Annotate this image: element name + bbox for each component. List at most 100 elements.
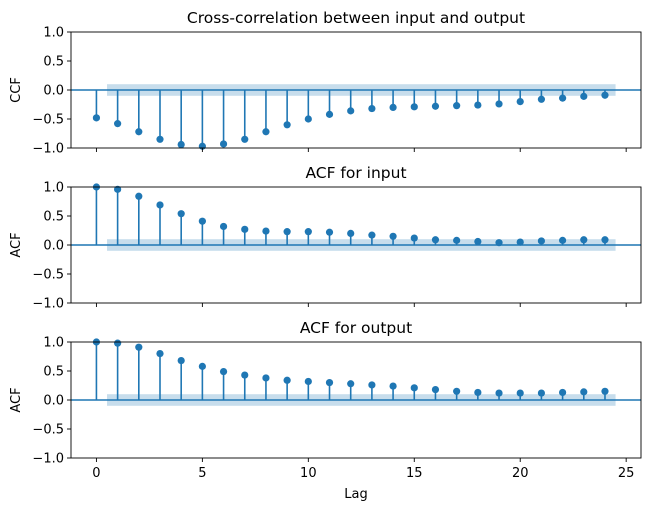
acf-output-xtick-label: 0: [92, 466, 100, 481]
acf-output-point: [135, 343, 143, 351]
acf-input-point: [135, 192, 143, 200]
acf-output-point: [177, 356, 185, 365]
ccf-point: [495, 100, 503, 108]
x-axis-label: Lag: [344, 487, 367, 502]
acf-output-xtick-label: 15: [406, 466, 423, 481]
ccf-ytick-label: −1.0: [32, 142, 64, 157]
acf-output-point: [453, 387, 461, 395]
acf-input-point: [283, 228, 291, 236]
acf-output-xtick-label: 20: [512, 466, 529, 481]
acf-input-point: [177, 210, 185, 218]
ccf-plot-area: 1.0 0.5 0.0 −0.5 −1.0: [32, 26, 642, 157]
acf-output-point: [580, 388, 588, 396]
acf-input-point: [558, 236, 567, 244]
acf-input-point: [580, 236, 588, 244]
ccf-point: [410, 103, 418, 111]
acf-output-panel: ACF for output ACF Lag 1.0 0.5 0.0 −0.5 −1.0…: [9, 319, 642, 502]
ccf-point: [114, 120, 122, 128]
acf-output-point: [601, 387, 609, 395]
acf-input-ytick-label: −0.5: [32, 268, 64, 283]
acf-output-point: [219, 367, 228, 376]
ccf-panel-title: Cross-correlation between input and outp…: [187, 9, 525, 27]
acf-input-point: [601, 236, 609, 244]
acf-output-point: [474, 388, 482, 397]
acf-input-panel-title: ACF for input: [305, 164, 406, 182]
acf-output-panel-title: ACF for output: [300, 319, 412, 337]
acf-input-point: [368, 231, 376, 239]
acf-output-point: [262, 374, 270, 382]
acf-input-point: [198, 217, 206, 225]
acf-output-xtick-label: 5: [198, 466, 206, 481]
ccf-point: [304, 115, 312, 123]
ccf-point: [453, 102, 461, 110]
acf-input-panel: ACF for input ACF 1.0 0.5 0.0 −0.5 −1.0: [9, 164, 642, 312]
ccf-point: [601, 91, 609, 99]
acf-input-ytick-label: −1.0: [32, 297, 64, 312]
acf-output-ytick-label: −1.0: [32, 452, 64, 467]
ccf-point: [262, 128, 270, 136]
ccf-ytick-label: 1.0: [43, 26, 64, 41]
ccf-point: [241, 135, 249, 143]
ccf-ytick-label: −0.5: [32, 113, 64, 128]
acf-output-xtick-label: 10: [300, 466, 317, 481]
ccf-point: [135, 128, 143, 136]
acf-input-panel-ylabel: ACF: [9, 232, 24, 257]
acf-output-point: [114, 339, 122, 347]
acf-output-ytick-label: 0.0: [43, 394, 64, 409]
acf-output-ytick-label: 0.5: [43, 365, 64, 380]
ccf-point: [474, 101, 482, 109]
acf-input-point: [537, 237, 546, 245]
ccf-point: [156, 135, 164, 143]
acf-output-point: [368, 381, 376, 389]
ccf-point: [368, 104, 376, 113]
acf-input-point: [262, 227, 270, 235]
acf-output-point: [283, 376, 291, 384]
acf-output-point: [347, 380, 355, 388]
ccf-point: [431, 102, 440, 110]
ccf-point: [177, 140, 185, 149]
ccf-point: [325, 110, 334, 118]
ccf-point: [389, 103, 397, 111]
acf-output-panel-ylabel: ACF: [9, 387, 24, 412]
ccf-panel-ylabel: CCF: [9, 77, 24, 103]
acf-input-point: [389, 232, 397, 240]
acf-output-point: [410, 384, 418, 392]
acf-output-point: [198, 362, 206, 370]
acf-input-point: [241, 225, 249, 233]
ccf-point: [516, 98, 524, 106]
ccf-point: [92, 114, 101, 122]
ccf-point: [283, 121, 291, 129]
acf-input-point: [325, 228, 334, 236]
ccf-point: [558, 94, 567, 102]
acf-input-point: [431, 236, 440, 244]
acf-output-point: [325, 379, 334, 387]
ccf-point: [537, 95, 546, 103]
acf-input-point: [219, 222, 228, 231]
acf-output-plot-area: 1.0 0.5 0.0 −0.5 −1.0 0 5 10 15 20 25: [32, 336, 642, 481]
acf-output-point: [558, 388, 567, 397]
acf-input-point: [453, 236, 461, 244]
acf-output-point: [516, 389, 524, 397]
acf-input-ytick-label: 0.0: [43, 239, 64, 254]
acf-output-point: [389, 382, 397, 390]
acf-output-xtick-label: 25: [618, 466, 635, 481]
ccf-point: [580, 92, 588, 100]
acf-output-ytick-label: 1.0: [43, 336, 64, 351]
ccf-panel: Cross-correlation between input and outp…: [9, 9, 642, 157]
acf-output-point: [156, 350, 164, 358]
acf-input-point: [347, 229, 355, 237]
acf-output-point: [241, 371, 249, 379]
ccf-ytick-label: 0.0: [43, 84, 64, 99]
acf-input-point: [304, 228, 312, 236]
acf-input-plot-area: 1.0 0.5 0.0 −0.5 −1.0: [32, 181, 642, 312]
ccf-point: [219, 140, 228, 148]
acf-output-ytick-label: −0.5: [32, 423, 64, 438]
ccf-ytick-label: 0.5: [43, 55, 64, 70]
acf-input-point: [474, 237, 482, 246]
acf-input-point: [516, 238, 524, 246]
acf-output-point: [304, 377, 312, 386]
acf-input-point: [156, 201, 164, 209]
acf-output-point: [431, 385, 440, 394]
acf-input-point: [410, 234, 418, 242]
